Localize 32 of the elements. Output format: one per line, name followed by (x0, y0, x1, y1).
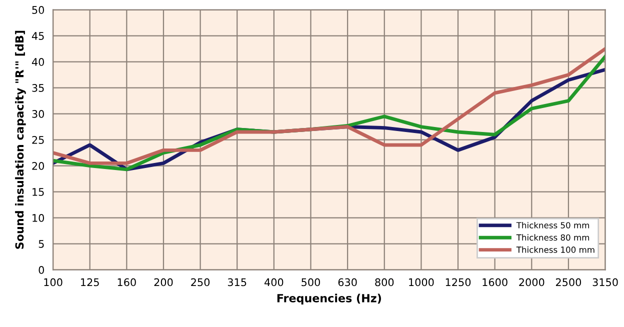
y-tick-label: 40 (32, 58, 44, 66)
y-tick-label: 35 (32, 84, 44, 92)
x-tick-label: 1600 (482, 278, 508, 286)
legend-label: Thickness 50 mm (516, 222, 590, 228)
y-tick-label: 5 (38, 240, 44, 248)
y-tick-label: 15 (32, 188, 44, 196)
y-tick-label: 10 (32, 214, 44, 222)
y-tick-label: 25 (32, 136, 44, 144)
x-tick-label: 2000 (519, 278, 544, 286)
y-tick-label: 30 (32, 110, 44, 118)
legend-label: Thickness 100 mm (516, 246, 594, 253)
x-tick-label: 200 (154, 278, 173, 286)
x-axis-title: Frequencies (Hz) (277, 294, 381, 304)
legend-label: Thickness 80 mm (516, 234, 590, 241)
x-tick-label: 800 (375, 278, 394, 286)
x-tick-label: 400 (264, 278, 284, 286)
y-tick-label: 0 (38, 266, 44, 274)
x-tick-label: 315 (228, 278, 246, 286)
x-tick-label: 1250 (446, 278, 471, 286)
x-tick-label: 100 (44, 278, 62, 286)
y-tick-label: 45 (32, 32, 44, 40)
y-tick-label: 50 (32, 6, 44, 14)
x-tick-label: 630 (338, 278, 357, 286)
y-tick-label: 20 (32, 162, 44, 170)
x-tick-label: 125 (81, 278, 99, 286)
x-tick-label: 3150 (592, 278, 618, 286)
x-tick-label: 500 (302, 278, 320, 286)
x-tick-label: 2500 (556, 278, 582, 286)
x-tick-label: 160 (118, 278, 136, 286)
x-tick-label: 1000 (409, 278, 434, 286)
x-tick-label: 250 (191, 278, 210, 286)
y-axis-title: Sound insulation capacity "R'" [dB] (15, 30, 26, 249)
